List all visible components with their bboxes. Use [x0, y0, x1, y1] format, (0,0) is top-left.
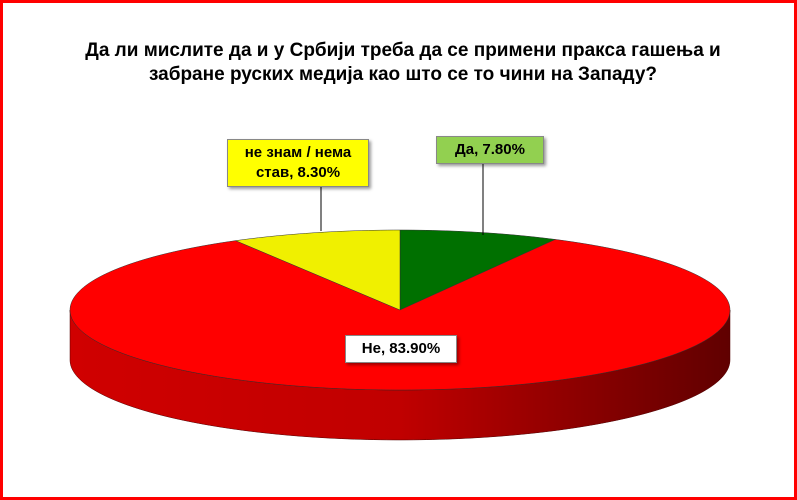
data-label: Да, 7.80%: [436, 136, 544, 164]
pie-canvas: [69, 164, 731, 441]
data-label: Не, 83.90%: [345, 335, 457, 363]
slice: [234, 229, 401, 311]
data-label: не знам / нема став, 8.30%: [227, 139, 369, 187]
chart-title: Да ли мислите да и у Србији треба да се …: [85, 40, 721, 85]
slice: [399, 229, 557, 311]
slice: [69, 239, 731, 391]
